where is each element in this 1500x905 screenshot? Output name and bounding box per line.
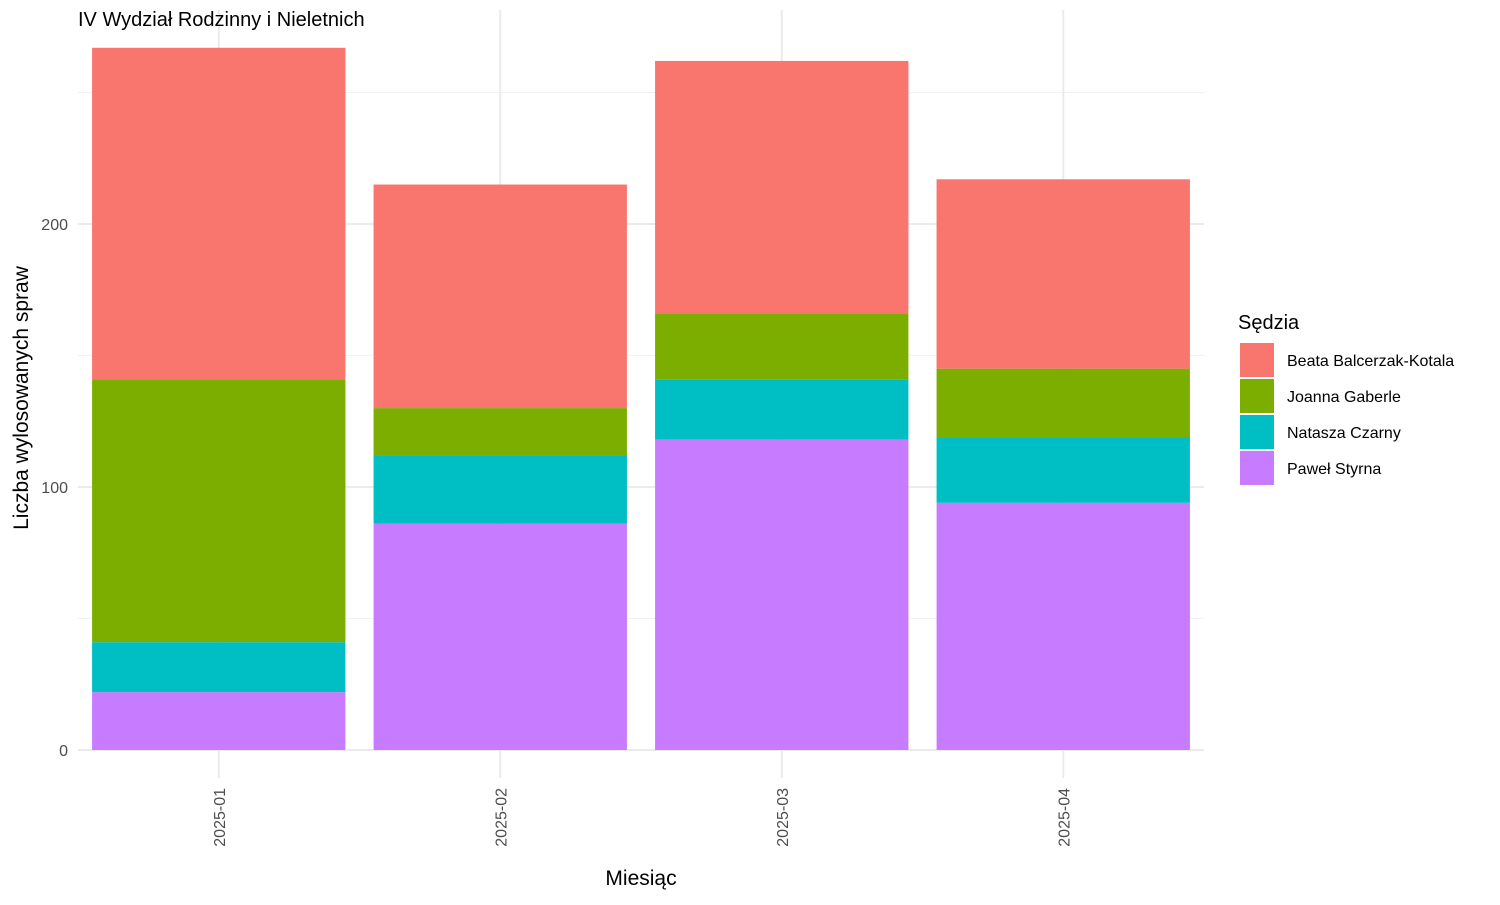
- legend-label: Beata Balcerzak-Kotala: [1287, 353, 1454, 370]
- y-tick-label: 100: [41, 480, 68, 497]
- y-axis-label: Liczba wylosowanych spraw: [10, 265, 33, 530]
- x-tick-label: 2025-04: [1056, 788, 1073, 847]
- bar-segment: Beata Balcerzak-Kotala 2025-02: 85: [373, 184, 627, 409]
- bar-segment: Beata Balcerzak-Kotala 2025-03: 96: [655, 60, 909, 314]
- bar-segment: Beata Balcerzak-Kotala 2025-01: 126: [92, 47, 346, 380]
- bar-segment: Paweł Styrna 2025-01: 22: [92, 692, 346, 750]
- legend-key: [1240, 379, 1274, 413]
- bar-segment: Joanna Gaberle 2025-01: 100: [92, 379, 346, 643]
- bar-segment: Joanna Gaberle 2025-04: 26: [936, 368, 1190, 438]
- legend-label: Paweł Styrna: [1287, 461, 1381, 478]
- y-tick-label: 200: [41, 217, 68, 234]
- bar-segment: Joanna Gaberle 2025-03: 25: [655, 313, 909, 380]
- x-tick-label: 2025-03: [775, 788, 792, 847]
- bar-segment: Natasza Czarny 2025-03: 23: [655, 379, 909, 440]
- legend-label: Natasza Czarny: [1287, 425, 1401, 442]
- bar-segment: Paweł Styrna 2025-03: 118: [655, 439, 909, 750]
- bar-segment: Natasza Czarny 2025-04: 25: [936, 437, 1190, 503]
- y-tick-label: 0: [59, 743, 68, 760]
- legend-title: Sędzia: [1238, 312, 1300, 334]
- legend-key: [1240, 343, 1274, 377]
- legend-label: Joanna Gaberle: [1287, 389, 1401, 406]
- bar-segment: Joanna Gaberle 2025-02: 18: [373, 408, 627, 456]
- x-tick-label: 2025-02: [493, 788, 510, 847]
- legend-key: [1240, 415, 1274, 449]
- x-tick-label: 2025-01: [212, 788, 229, 847]
- legend-key: [1240, 451, 1274, 485]
- bar-segment: Paweł Styrna 2025-02: 86: [373, 523, 627, 750]
- x-axis-label: Miesiąc: [605, 867, 676, 890]
- bar-segment: Natasza Czarny 2025-02: 26: [373, 455, 627, 524]
- chart-title: IV Wydział Rodzinny i Nieletnich: [78, 9, 365, 31]
- bar-segment: Natasza Czarny 2025-01: 19: [92, 642, 346, 693]
- bar-segment: Beata Balcerzak-Kotala 2025-04: 72: [936, 179, 1190, 369]
- bar-segment: Paweł Styrna 2025-04: 94: [936, 502, 1190, 750]
